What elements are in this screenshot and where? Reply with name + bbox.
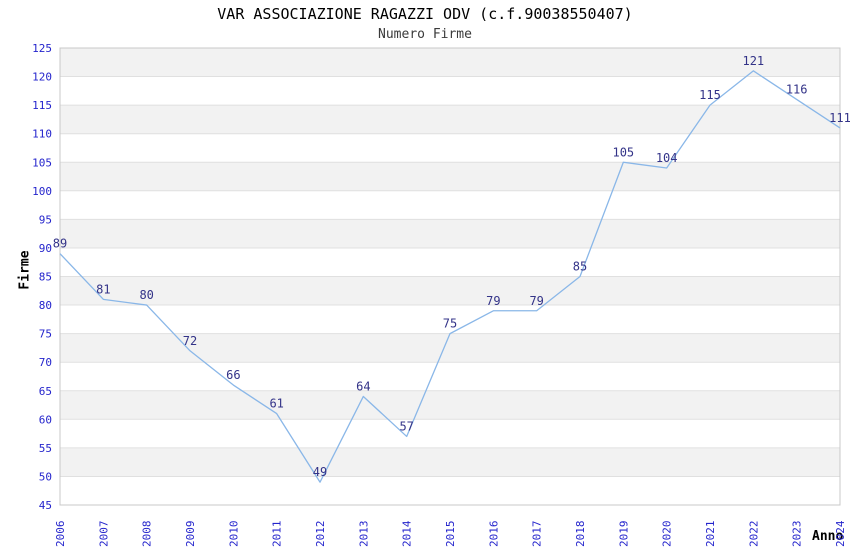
y-tick-label: 105 bbox=[32, 156, 52, 169]
x-tick-label: 2015 bbox=[444, 521, 457, 548]
plot-band bbox=[60, 247, 840, 277]
plot-band bbox=[60, 476, 840, 505]
y-tick-label: 75 bbox=[39, 328, 52, 341]
y-tick-label: 120 bbox=[32, 71, 52, 84]
plot-band bbox=[60, 133, 840, 163]
data-line bbox=[59, 70, 841, 483]
plot-border bbox=[59, 47, 841, 506]
data-point-label: 66 bbox=[226, 368, 240, 382]
data-point-label: 111 bbox=[829, 111, 850, 125]
x-tick-label: 2020 bbox=[661, 521, 674, 548]
data-point-label: 79 bbox=[529, 294, 543, 308]
data-point-label: 115 bbox=[699, 88, 721, 102]
y-tick-label: 110 bbox=[32, 128, 52, 141]
x-tick-label: 2013 bbox=[357, 521, 370, 548]
x-axis-title: Anno bbox=[812, 529, 844, 544]
data-point-label: 89 bbox=[53, 237, 67, 251]
plot-band bbox=[60, 362, 840, 391]
x-tick-label: 2011 bbox=[271, 521, 284, 548]
y-tick-label: 90 bbox=[39, 242, 52, 255]
y-tick-label: 100 bbox=[32, 185, 52, 198]
plot-band bbox=[60, 419, 840, 448]
plot-band bbox=[60, 76, 840, 106]
x-tick-label: 2021 bbox=[704, 521, 717, 548]
x-tick-label: 2016 bbox=[487, 521, 500, 548]
y-tick-label: 95 bbox=[39, 213, 52, 226]
plot-band bbox=[60, 305, 840, 334]
data-point-label: 80 bbox=[139, 288, 153, 302]
plot-band bbox=[60, 190, 840, 220]
y-tick-label: 65 bbox=[39, 385, 52, 398]
x-tick-label: 2014 bbox=[401, 520, 414, 547]
y-tick-label: 115 bbox=[32, 99, 52, 112]
data-point-label: 104 bbox=[656, 151, 678, 165]
plot-band bbox=[60, 276, 840, 306]
x-tick-label: 2009 bbox=[184, 521, 197, 548]
data-point-label: 121 bbox=[742, 54, 764, 68]
x-tick-label: 2022 bbox=[747, 521, 760, 548]
y-tick-label: 70 bbox=[39, 356, 52, 369]
x-tick-label: 2019 bbox=[617, 521, 630, 548]
x-tick-label: 2018 bbox=[574, 521, 587, 548]
y-tick-label: 45 bbox=[39, 499, 52, 512]
data-point-label: 49 bbox=[313, 465, 327, 479]
data-point-label: 75 bbox=[443, 317, 457, 331]
x-tick-label: 2017 bbox=[531, 521, 544, 548]
data-point-label: 79 bbox=[486, 294, 500, 308]
plot-band bbox=[60, 48, 840, 77]
y-tick-label: 60 bbox=[39, 413, 52, 426]
data-point-label: 105 bbox=[612, 145, 634, 159]
y-tick-label: 85 bbox=[39, 271, 52, 284]
x-tick-label: 2024 bbox=[834, 520, 847, 547]
data-point-label: 81 bbox=[96, 282, 110, 296]
plot-band bbox=[60, 162, 840, 191]
plot-band bbox=[60, 447, 840, 477]
data-point-label: 85 bbox=[573, 260, 587, 274]
chart-title: VAR ASSOCIAZIONE RAGAZZI ODV (c.f.900385… bbox=[217, 5, 633, 23]
data-point-label: 72 bbox=[183, 334, 197, 348]
y-tick-label: 50 bbox=[39, 470, 52, 483]
plot-band bbox=[60, 333, 840, 363]
x-tick-label: 2012 bbox=[314, 521, 327, 548]
y-tick-label: 125 bbox=[32, 42, 52, 55]
x-tick-label: 2023 bbox=[791, 521, 804, 548]
plot-band bbox=[60, 219, 840, 248]
data-point-label: 61 bbox=[269, 397, 283, 411]
y-tick-label: 55 bbox=[39, 442, 52, 455]
y-tick-label: 80 bbox=[39, 299, 52, 312]
data-point-label: 64 bbox=[356, 379, 370, 393]
chart-subtitle: Numero Firme bbox=[378, 27, 472, 42]
data-point-label: 116 bbox=[786, 82, 808, 96]
x-tick-label: 2010 bbox=[227, 521, 240, 548]
plot-band bbox=[60, 390, 840, 420]
plot-band bbox=[60, 105, 840, 134]
data-point-label: 57 bbox=[399, 419, 413, 433]
x-tick-label: 2006 bbox=[54, 521, 67, 548]
x-tick-label: 2007 bbox=[97, 521, 110, 548]
x-tick-label: 2008 bbox=[141, 521, 154, 548]
